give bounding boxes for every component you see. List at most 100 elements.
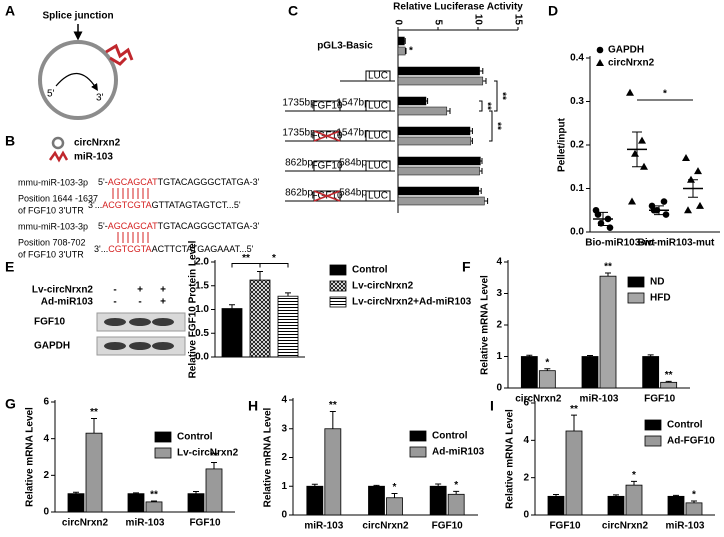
error-bar xyxy=(484,198,489,204)
bar xyxy=(85,432,103,513)
construct-text: FGF10 xyxy=(311,101,343,112)
construct-text: LUC xyxy=(368,191,388,202)
category-label: pGL3-Basic xyxy=(317,41,373,52)
error-bar xyxy=(446,108,451,114)
blot-band xyxy=(129,318,151,326)
error-bar xyxy=(479,168,483,174)
utr: of FGF10 3'UTR xyxy=(18,205,84,215)
point xyxy=(638,136,646,144)
error-bar xyxy=(470,138,473,144)
construct-text: LUC xyxy=(368,131,388,142)
blot-row-label: Ad-miR103 xyxy=(41,297,94,308)
point xyxy=(626,88,634,96)
bar xyxy=(386,497,403,516)
construct-text: LUC xyxy=(368,71,388,82)
x-tick-label: 15 xyxy=(512,14,523,26)
construct-text: 862bp xyxy=(285,158,313,169)
bar xyxy=(397,36,405,46)
panel-label: D xyxy=(548,3,558,19)
bar xyxy=(145,501,163,513)
blot-band-label: FGF10 xyxy=(34,317,66,328)
y-axis-label: Relative mRNA Level xyxy=(480,275,491,375)
construct-text: 862bp xyxy=(285,188,313,199)
bar xyxy=(67,493,85,513)
x-tick-label: FGF10 xyxy=(549,521,581,532)
bracket-label: * xyxy=(663,89,667,100)
legend-swatch xyxy=(409,446,427,458)
y-tick-label: 3 xyxy=(496,288,502,299)
bracket-label: * xyxy=(272,253,276,264)
y-axis-label: Relative mRNA Level xyxy=(263,407,274,507)
significance: ** xyxy=(570,404,578,415)
error-bar xyxy=(482,78,487,84)
y-tick-label: 0 xyxy=(43,507,49,518)
mutation-mark xyxy=(313,190,341,202)
y-tick-label: 0.1 xyxy=(570,183,584,194)
legend-marker xyxy=(596,46,604,54)
junction-label: Splice junction xyxy=(42,11,113,22)
bar xyxy=(667,495,685,516)
point xyxy=(662,211,670,218)
bar xyxy=(397,76,484,86)
construct-text: FGF10 xyxy=(311,161,343,172)
construct-text: 1547bp xyxy=(336,128,370,139)
error-bar xyxy=(404,38,406,44)
circrna-icon xyxy=(51,136,65,150)
panel-label: I xyxy=(490,398,494,414)
y-axis-label: Pellet/input xyxy=(557,117,568,172)
x-axis-label: Relative Luciferase Activity xyxy=(393,2,523,13)
error-bar xyxy=(673,494,679,497)
error-bar xyxy=(605,272,611,277)
y-tick-label: 3 xyxy=(281,423,287,434)
blot-band xyxy=(104,342,126,350)
five-prime: 5' xyxy=(47,89,55,100)
x-tick-label: Bio-miR103-wt xyxy=(585,238,655,249)
bar xyxy=(625,484,643,516)
y-axis-label: Relative FGF10 Protein Level xyxy=(188,240,199,378)
legend-label: ND xyxy=(650,277,664,288)
legend-label: Ad-miR103 xyxy=(432,447,485,458)
blot-band xyxy=(129,342,151,350)
error-bar xyxy=(73,491,79,494)
bracket xyxy=(494,80,498,112)
bar xyxy=(277,295,299,358)
mirna-icon xyxy=(48,150,69,163)
bar xyxy=(607,495,625,516)
point xyxy=(606,224,614,231)
y-tick-label: 1 xyxy=(496,351,502,362)
y-tick-label: 6 xyxy=(43,397,49,408)
x-tick-label: circNrxn2 xyxy=(62,518,109,529)
point xyxy=(660,198,668,205)
error-bar xyxy=(151,500,157,502)
bar xyxy=(660,381,678,389)
blot-band xyxy=(152,318,174,326)
error-bar xyxy=(647,354,654,357)
error-bar xyxy=(229,304,235,309)
legend-swatch xyxy=(627,292,645,304)
error-bar xyxy=(587,355,593,357)
blot-sign: - xyxy=(138,297,141,308)
bar xyxy=(306,485,324,516)
point xyxy=(682,154,690,162)
significance: ** xyxy=(90,407,98,418)
significance: * xyxy=(393,482,397,493)
bar xyxy=(187,493,205,513)
error-bar xyxy=(480,158,483,164)
panel-label: H xyxy=(248,398,258,414)
point xyxy=(684,206,692,214)
mirna-name: mmu-miR-103-3p xyxy=(18,177,88,187)
legend-label: circNrxn2 xyxy=(608,58,655,69)
construct-text: 1735bp xyxy=(282,98,316,109)
construct-text: 584bp xyxy=(339,158,367,169)
bar xyxy=(520,356,538,389)
y-tick-label: 0 xyxy=(281,510,287,521)
x-tick-label: circNrxn2 xyxy=(362,521,409,532)
legend-label: miR-103 xyxy=(74,152,113,163)
bracket-label: ** xyxy=(491,122,502,130)
x-tick-label: miR-103 xyxy=(580,394,619,405)
reporter-box xyxy=(365,130,391,142)
bar xyxy=(127,493,145,513)
x-tick-label: Bio-miR103-mut xyxy=(638,238,715,249)
bar xyxy=(397,96,427,106)
legend-label: Lv-circNrxn2 xyxy=(177,448,239,459)
